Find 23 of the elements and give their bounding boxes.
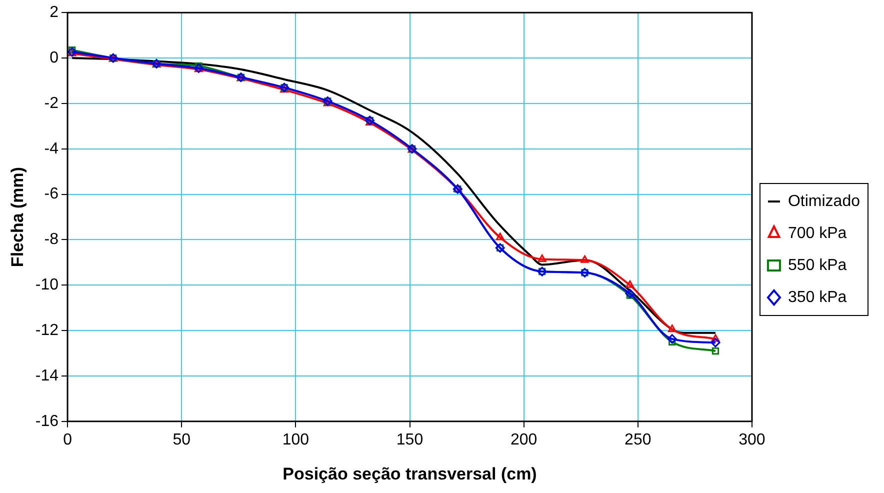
x-axis-title: Posição seção transversal (cm) xyxy=(282,464,537,484)
y-tick-label: -6 xyxy=(44,186,59,203)
y-tick-label: -10 xyxy=(35,276,59,294)
x-tick-label: 0 xyxy=(63,431,72,448)
x-tick-label: 150 xyxy=(396,431,424,448)
x-tick-label: 300 xyxy=(738,431,766,448)
y-tick-label: 2 xyxy=(50,4,59,22)
x-tick-label: 200 xyxy=(510,431,538,448)
legend-label: Otimizado xyxy=(788,192,860,210)
y-tick-label: -14 xyxy=(35,367,59,384)
x-tick-label: 100 xyxy=(282,431,310,448)
legend-label: 350 kPa xyxy=(788,288,847,306)
y-tick-label: -2 xyxy=(44,94,59,112)
y-tick-label: 0 xyxy=(50,49,59,66)
y-axis-title: Flecha (mm) xyxy=(8,166,27,268)
legend-label: 550 kPa xyxy=(788,256,847,274)
legend-label: 700 kPa xyxy=(788,224,847,242)
x-tick-label: 250 xyxy=(624,431,652,448)
y-tick-label: -4 xyxy=(44,140,59,158)
y-tick-label: -12 xyxy=(35,322,59,339)
x-tick-label: 50 xyxy=(172,431,191,448)
y-tick-label: -16 xyxy=(35,412,59,430)
y-tick-label: -8 xyxy=(44,231,59,248)
